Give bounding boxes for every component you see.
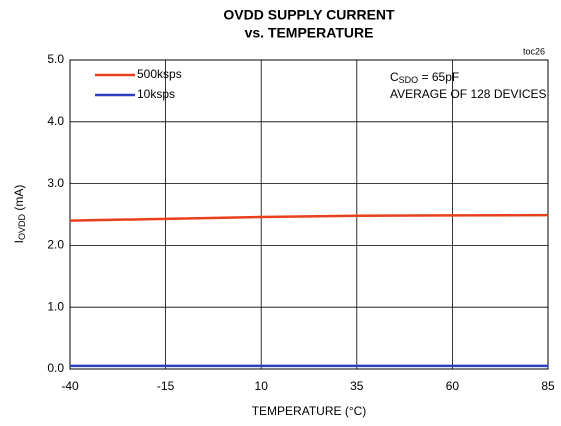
y-tick-label: 3.0: [47, 176, 64, 190]
x-tick-label: -40: [61, 379, 79, 393]
annotation-main: C: [390, 70, 399, 84]
y-tick-label: 4.0: [47, 114, 64, 128]
chart-subtitle: vs. TEMPERATURE: [245, 25, 374, 41]
x-axis-label: TEMPERATURE (°C): [252, 404, 367, 418]
annotation-sub: SDO: [399, 75, 419, 85]
chart-title: OVDD SUPPLY CURRENT: [223, 7, 395, 23]
y-tick-label: 5.0: [47, 52, 64, 66]
annotation: AVERAGE OF 128 DEVICES: [390, 87, 547, 101]
x-tick-label: -15: [157, 379, 175, 393]
annotation-rest: = 65pF: [418, 70, 459, 84]
x-tick-label: 10: [255, 379, 269, 393]
legend-label: 500ksps: [137, 67, 182, 81]
y-label-unit: (mA): [12, 185, 26, 214]
series-line: [69, 213, 549, 222]
x-tick-label: 35: [350, 379, 364, 393]
x-tick-label: 85: [541, 379, 555, 393]
y-tick-label: 1.0: [47, 299, 64, 313]
figure-id: toc26: [523, 46, 545, 56]
y-tick-label: 0.0: [47, 361, 64, 375]
y-label-sub: OVDD: [17, 213, 27, 240]
y-tick-label: 2.0: [47, 238, 64, 252]
y-label-main: I: [12, 240, 26, 243]
y-axis-label: IOVDD (mA): [12, 185, 27, 244]
x-tick-label: 60: [446, 379, 460, 393]
annotation: CSDO = 65pF: [390, 70, 459, 85]
legend-label: 10ksps: [137, 87, 175, 101]
